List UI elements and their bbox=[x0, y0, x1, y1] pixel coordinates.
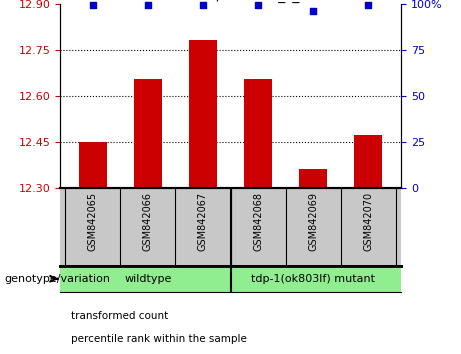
Title: GDS4573 / 173332_s_at: GDS4573 / 173332_s_at bbox=[147, 0, 314, 2]
Point bbox=[254, 2, 262, 8]
Point bbox=[89, 2, 97, 8]
Bar bbox=[355, 136, 382, 188]
Point bbox=[199, 2, 207, 8]
Bar bbox=[189, 40, 217, 188]
Text: wildtype: wildtype bbox=[124, 274, 171, 284]
Bar bbox=[134, 79, 162, 188]
Text: GSM842070: GSM842070 bbox=[363, 192, 373, 251]
Point bbox=[309, 8, 317, 14]
Text: transformed count: transformed count bbox=[71, 312, 169, 321]
Text: GSM842067: GSM842067 bbox=[198, 192, 208, 251]
Bar bbox=[244, 79, 272, 188]
Bar bbox=[79, 142, 106, 188]
Text: GSM842066: GSM842066 bbox=[143, 192, 153, 251]
Text: GSM842065: GSM842065 bbox=[88, 192, 98, 251]
Point bbox=[144, 2, 152, 8]
Text: GSM842068: GSM842068 bbox=[253, 192, 263, 251]
Point bbox=[364, 2, 372, 8]
Text: tdp-1(ok803lf) mutant: tdp-1(ok803lf) mutant bbox=[251, 274, 375, 284]
Bar bbox=[299, 169, 327, 188]
Text: percentile rank within the sample: percentile rank within the sample bbox=[71, 335, 248, 344]
Text: GSM842069: GSM842069 bbox=[308, 192, 318, 251]
Text: genotype/variation: genotype/variation bbox=[5, 274, 111, 284]
